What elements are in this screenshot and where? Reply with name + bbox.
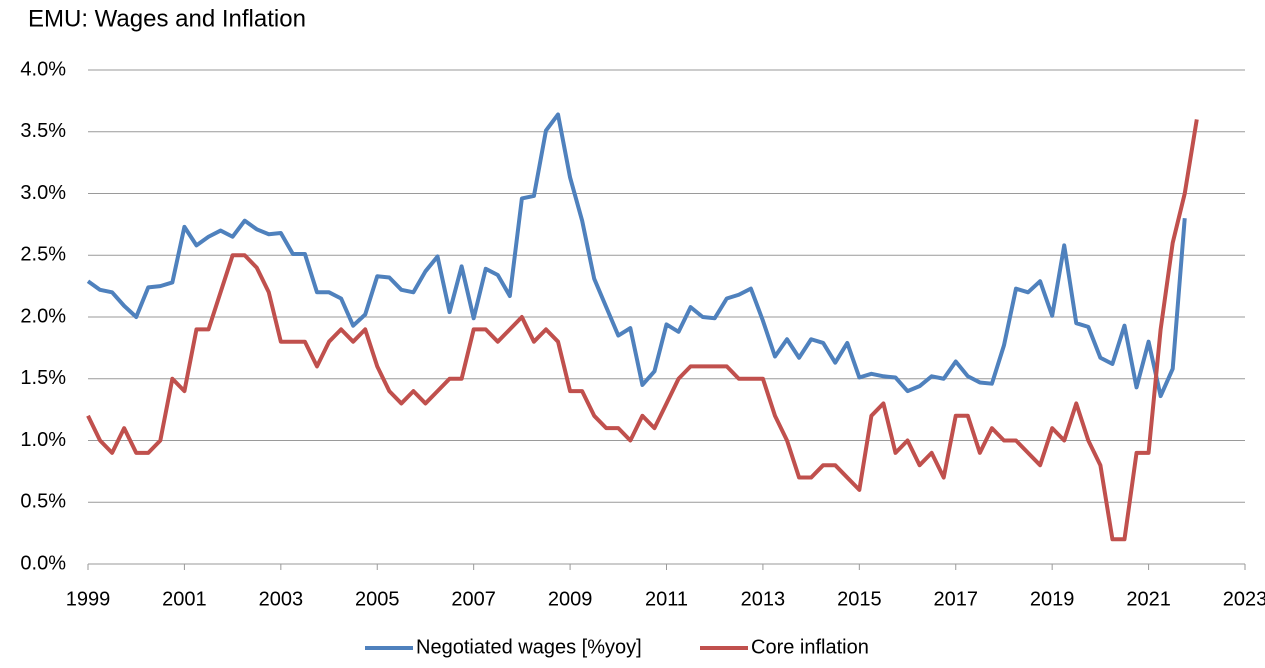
y-tick-label: 3.0%	[20, 182, 66, 204]
y-tick-label: 3.5%	[20, 120, 66, 142]
x-tick-label: 2009	[548, 588, 593, 610]
y-tick-label: 1.0%	[20, 429, 66, 451]
y-tick-label: 4.0%	[20, 58, 66, 80]
x-tick-label: 2015	[837, 588, 882, 610]
y-tick-label: 1.5%	[20, 367, 66, 389]
x-tick-label: 2013	[741, 588, 786, 610]
x-tick-label: 2019	[1030, 588, 1075, 610]
x-tick-label: 2021	[1126, 588, 1171, 610]
y-tick-label: 2.5%	[20, 244, 66, 266]
data-line	[86, 119, 1199, 542]
y-tick-label: 2.0%	[20, 305, 66, 327]
legend-label: Negotiated wages [%yoy]	[416, 636, 642, 658]
x-tick-label: 2023	[1223, 588, 1265, 610]
x-tick-label: 2003	[259, 588, 304, 610]
chart-title: EMU: Wages and Inflation	[28, 5, 306, 32]
x-tick-label: 2005	[355, 588, 400, 610]
x-tick-label: 2007	[451, 588, 496, 610]
y-tick-label: 0.0%	[20, 552, 66, 574]
x-tick-label: 1999	[66, 588, 111, 610]
legend-label: Core inflation	[751, 636, 869, 658]
x-tick-label: 2011	[645, 588, 688, 610]
x-tick-label: 2017	[934, 588, 979, 610]
y-tick-label: 0.5%	[20, 491, 66, 513]
data-line	[86, 112, 1187, 399]
x-tick-label: 2001	[162, 588, 207, 610]
